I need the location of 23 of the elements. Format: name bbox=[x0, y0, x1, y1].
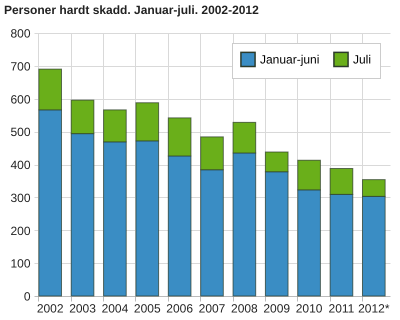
y-tick-label: 100 bbox=[10, 256, 31, 271]
legend-label: Juli bbox=[353, 52, 372, 66]
x-tick-label: 2006 bbox=[166, 302, 194, 316]
x-tick-label: 2011 bbox=[328, 302, 355, 316]
x-tick-label: 2003 bbox=[69, 302, 96, 316]
x-tick-label: 2004 bbox=[102, 302, 129, 316]
x-tick-label: 2009 bbox=[263, 302, 290, 316]
y-tick-label: 500 bbox=[10, 125, 31, 140]
y-tick-label: 300 bbox=[10, 190, 31, 205]
x-tick-label: 2008 bbox=[231, 302, 258, 316]
y-tick-label: 400 bbox=[10, 158, 31, 172]
x-tick-label: 2002 bbox=[36, 302, 64, 316]
y-tick-label: 700 bbox=[10, 59, 31, 74]
chart-title: Personer hardt skadd. Januar-juli. 2002-2012 bbox=[4, 3, 260, 17]
x-tick-label: 2005 bbox=[134, 302, 161, 316]
x-tick-label: 2007 bbox=[198, 302, 226, 316]
x-tick-label: 2012* bbox=[358, 302, 390, 316]
x-tick-label: 2010 bbox=[296, 302, 323, 316]
y-tick-label: 600 bbox=[10, 92, 31, 106]
y-tick-label: 0 bbox=[24, 290, 31, 304]
y-tick-label: 200 bbox=[10, 224, 31, 238]
legend-label: Januar-juni bbox=[260, 52, 320, 66]
y-tick-label: 800 bbox=[10, 26, 31, 40]
